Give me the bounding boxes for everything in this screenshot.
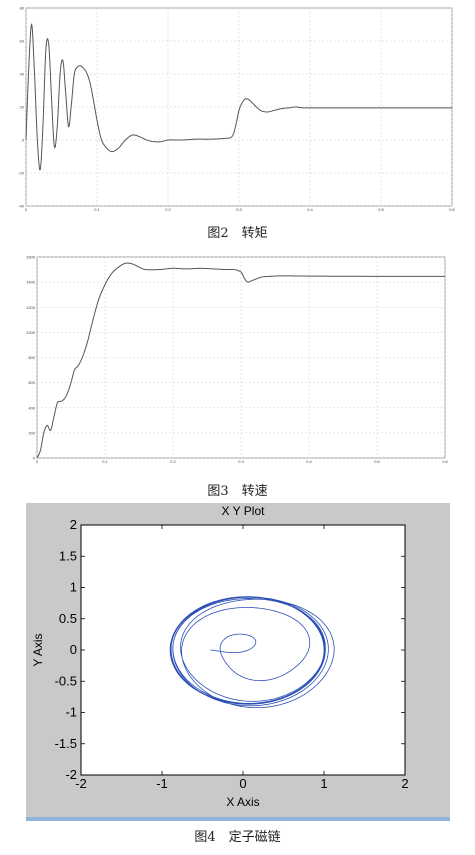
y-tick-label: 1200	[26, 305, 36, 310]
x-tick-label: -1	[156, 776, 168, 791]
torque-ticks: 0 0.1 0.2 0.3 0.4 0.5 0.6 -40 -20 0 20 40 60 80	[18, 6, 455, 213]
y-tick-label: 1	[70, 580, 77, 595]
y-tick-label: 40	[20, 72, 25, 77]
y-tick-label: -1	[65, 705, 77, 720]
torque-series-line	[25, 23, 452, 171]
speed-caption: 图3 转速	[207, 484, 268, 499]
y-tick-label: 0	[33, 456, 36, 461]
x-tick-label: -2	[75, 776, 87, 791]
y-tick-label: 200	[28, 430, 35, 435]
x-tick-label: 2	[401, 776, 408, 791]
x-tick-label: 1	[320, 776, 327, 791]
speed-ticks: 0 0.1 0.2 0.3 0.4 0.5 0.6020040060080010001200…	[26, 255, 448, 465]
torque-chart: 0 0.1 0.2 0.3 0.4 0.5 0.6 -40 -20 0 20 40 60 80	[18, 6, 455, 213]
y-tick-label: 0	[70, 642, 77, 657]
y-tick-label: 60	[20, 39, 25, 44]
x-tick-label: 0	[36, 459, 39, 464]
x-tick-label: 0.3	[236, 207, 242, 212]
x-tick-label: 0.1	[102, 459, 108, 464]
y-tick-label: -20	[18, 171, 25, 176]
y-tick-label: 800	[28, 355, 35, 360]
y-tick-label: -0.5	[55, 673, 77, 688]
x-tick-label: 0.1	[94, 207, 100, 212]
flux-window-bottom-bar	[26, 817, 450, 821]
y-tick-label: 400	[28, 405, 35, 410]
flux-plot-area	[80, 524, 406, 776]
torque-grid	[25, 7, 453, 207]
flux-trajectory-line	[169, 596, 335, 709]
y-tick-label: -40	[18, 204, 25, 209]
y-tick-label: 1600	[26, 255, 36, 260]
x-tick-label: 0.6	[449, 207, 455, 212]
x-tick-label: 0.5	[378, 207, 384, 212]
speed-grid	[36, 256, 446, 459]
y-tick-label: 0.5	[59, 611, 77, 626]
flux-chart: X Y Plot -2 -1 0 1 2 -2 -1.5 -1 -0.5 0 0.5 1 1.5 2 X …	[26, 503, 450, 821]
flux-chart-title: X Y Plot	[222, 504, 266, 518]
flux-x-axis-label: X Axis	[226, 795, 259, 809]
torque-caption: 图2 转矩	[207, 226, 268, 241]
y-tick-label: 1400	[26, 280, 36, 285]
flux-ticks: -2 -1 0 1 2 -2 -1.5 -1 -0.5 0 0.5 1 1.5 2	[55, 517, 409, 791]
y-tick-label: -2	[65, 767, 77, 782]
x-tick-label: 0.5	[374, 459, 380, 464]
y-tick-label: 80	[20, 6, 25, 11]
y-tick-label: 1000	[26, 330, 36, 335]
y-tick-label: 0	[22, 138, 25, 143]
x-tick-label: 0	[25, 207, 28, 212]
speed-chart: 0 0.1 0.2 0.3 0.4 0.5 0.6020040060080010001200…	[26, 255, 448, 465]
x-tick-label: 0.2	[165, 207, 171, 212]
flux-caption: 图4 定子磁链	[194, 830, 281, 845]
x-tick-label: 0.2	[170, 459, 176, 464]
x-tick-label: 0.4	[306, 459, 312, 464]
y-tick-label: 1.5	[59, 548, 77, 563]
y-tick-label: 600	[28, 380, 35, 385]
y-tick-label: -1.5	[55, 736, 77, 751]
flux-y-axis-label: Y Axis	[31, 633, 45, 666]
x-tick-label: 0.3	[238, 459, 244, 464]
y-tick-label: 2	[70, 517, 77, 532]
y-tick-label: 20	[20, 105, 25, 110]
x-tick-label: 0.6	[442, 459, 448, 464]
x-tick-label: 0.4	[307, 207, 313, 212]
speed-series-line	[36, 262, 445, 459]
x-tick-label: 0	[239, 776, 246, 791]
